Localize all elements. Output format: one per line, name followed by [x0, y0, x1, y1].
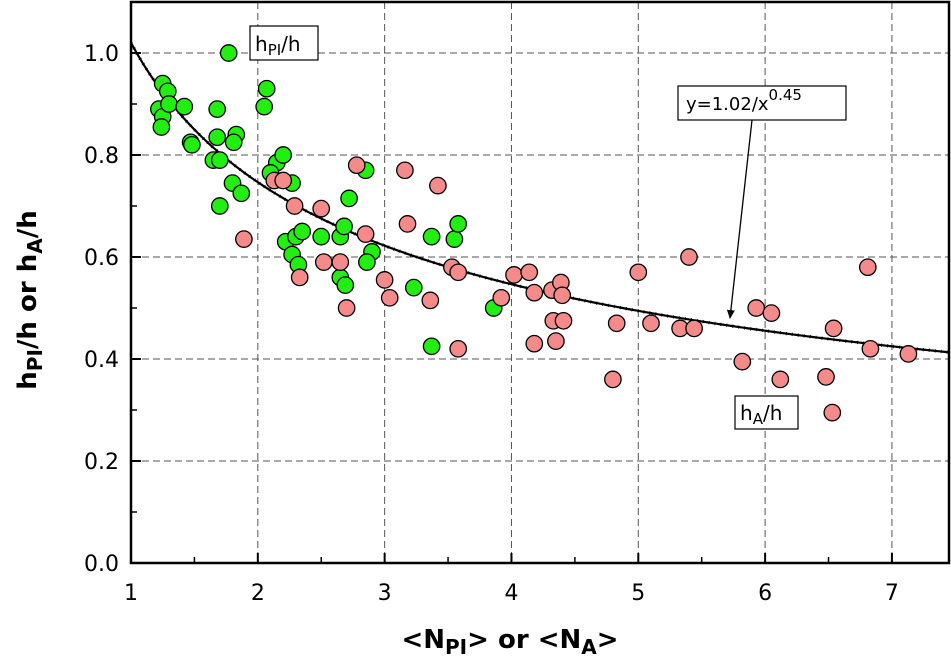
point-hpi	[208, 100, 227, 118]
point-hpi	[210, 197, 229, 215]
fit-equation-label: y=1.02/x0.45	[686, 86, 802, 115]
point-hpi	[335, 217, 353, 236]
fit-equation-box	[677, 85, 847, 121]
point-ha	[505, 266, 523, 284]
point-hpi	[422, 337, 441, 356]
point-ha	[312, 199, 331, 218]
point-hpi	[449, 215, 468, 233]
x-axis-title: <NPI> or <NA>	[401, 625, 618, 658]
point-ha	[824, 319, 843, 338]
point-ha	[861, 339, 880, 358]
point-ha	[492, 288, 511, 307]
point-ha	[762, 304, 781, 322]
point-ha	[771, 370, 790, 389]
point-hpi	[210, 151, 229, 169]
x-tick-label: 4	[504, 581, 518, 606]
point-ha	[375, 271, 394, 289]
y-axis-title: hPI/h or hA/h	[13, 210, 47, 389]
point-ha	[680, 248, 698, 266]
point-ha	[285, 197, 304, 215]
annotation-hpi-label: hPI/h	[255, 32, 301, 59]
annotation-ha-label: hA/h	[740, 401, 782, 428]
point-hpi	[255, 97, 274, 116]
x-tick-label: 6	[758, 581, 772, 606]
point-hpi	[175, 97, 194, 116]
y-tick-label: 0.0	[84, 552, 119, 577]
point-hpi	[336, 276, 355, 294]
point-hpi	[232, 184, 251, 203]
point-ha	[685, 319, 703, 338]
point-ha	[629, 263, 648, 282]
x-tick-label: 3	[378, 581, 392, 606]
point-ha	[337, 299, 356, 317]
y-tick-label: 0.6	[84, 246, 119, 271]
point-ha	[429, 176, 447, 195]
point-ha	[899, 345, 918, 363]
fit-equation-arrow	[726, 119, 753, 319]
x-tick-label: 7	[885, 581, 899, 606]
point-ha	[290, 268, 309, 287]
x-tick-label: 5	[631, 581, 645, 606]
point-hpi	[160, 95, 178, 113]
y-tick-label: 0.8	[84, 144, 119, 169]
point-ha	[331, 253, 350, 271]
point-hpi	[340, 189, 358, 208]
point-ha	[547, 332, 565, 350]
point-ha	[554, 311, 573, 330]
point-ha	[607, 314, 626, 333]
point-ha	[747, 299, 766, 317]
point-ha	[858, 258, 877, 277]
point-ha	[398, 215, 417, 233]
point-hpi	[183, 135, 201, 154]
y-tick-label: 0.2	[84, 450, 119, 475]
axis-ticks: 1 2 3 4 5 6 7 0.0 0.2 0.4 0.6 0.8 1.0	[84, 1, 899, 606]
point-ha	[604, 370, 622, 389]
y-tick-label: 1.0	[84, 42, 119, 67]
point-hpi	[274, 146, 293, 164]
x-tick-label: 1	[124, 581, 138, 606]
point-hpi	[152, 118, 171, 136]
point-hpi	[219, 44, 238, 62]
annotation-hpi-box	[249, 25, 319, 61]
point-hpi	[404, 278, 423, 297]
point-ha	[347, 156, 366, 175]
point-hpi	[293, 222, 312, 241]
point-ha	[380, 288, 399, 307]
point-ha	[356, 225, 375, 243]
point-ha	[421, 291, 440, 310]
point-ha	[396, 161, 414, 180]
point-hpi	[224, 133, 243, 152]
annotation-hpi: hPI/h	[249, 25, 319, 61]
point-ha	[733, 352, 752, 371]
point-ha	[823, 403, 842, 422]
annotation-ha-box	[734, 395, 799, 430]
point-hpi	[422, 227, 441, 246]
point-ha	[817, 368, 835, 386]
point-hpi	[358, 253, 376, 271]
point-ha	[553, 286, 572, 305]
fit-equation: y=1.02/x0.45	[677, 85, 847, 319]
point-ha	[449, 263, 468, 282]
point-hpi	[312, 227, 331, 246]
point-ha	[274, 171, 293, 190]
point-ha	[235, 230, 253, 248]
series-points	[150, 44, 918, 422]
point-hpi	[445, 230, 464, 248]
point-ha	[525, 334, 544, 353]
point-ha	[449, 339, 468, 358]
point-ha	[642, 314, 660, 333]
point-ha	[520, 263, 539, 282]
point-ha	[525, 283, 544, 302]
y-tick-label: 0.4	[84, 348, 119, 373]
plot-frame	[129, 0, 951, 565]
annotation-ha: hA/h	[734, 395, 799, 430]
point-hpi	[257, 79, 276, 98]
point-ha	[314, 253, 333, 271]
point-hpi	[208, 128, 227, 147]
x-tick-label: 2	[251, 581, 265, 606]
